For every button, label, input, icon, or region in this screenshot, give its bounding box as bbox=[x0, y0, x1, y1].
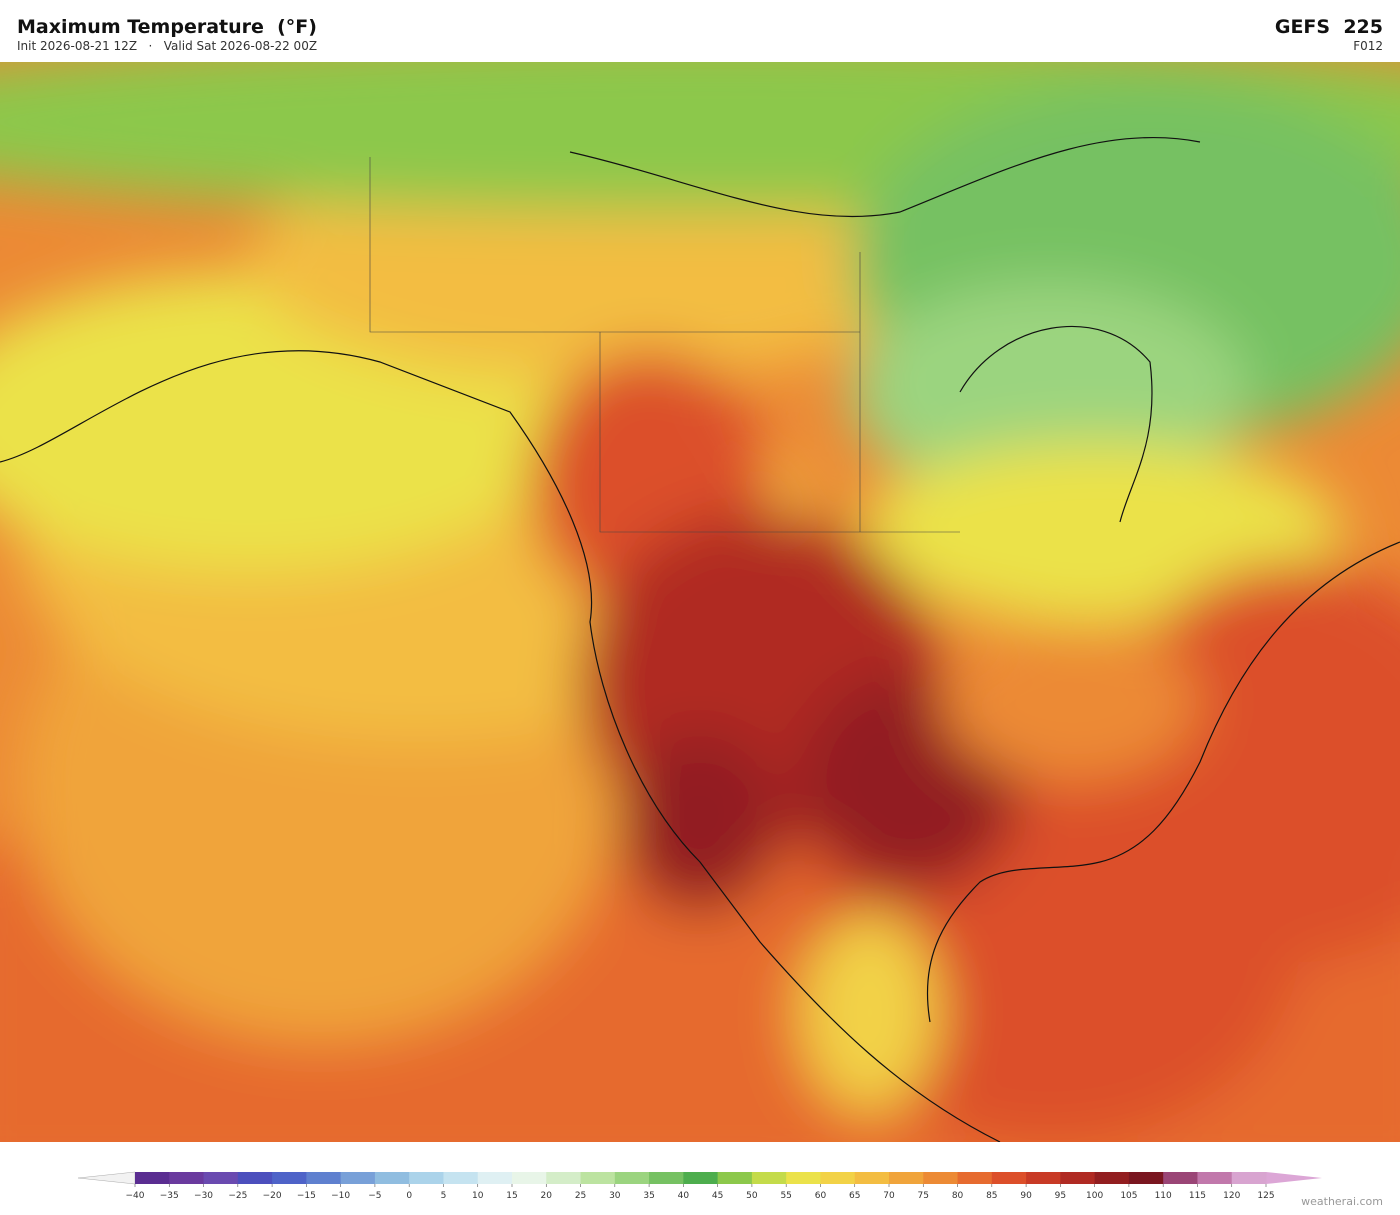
tick-label: 120 bbox=[1223, 1191, 1240, 1201]
colorbar-over bbox=[1266, 1172, 1322, 1184]
tick-label: −40 bbox=[126, 1191, 145, 1201]
valid-time: Valid Sat 2026-08-22 00Z bbox=[163, 39, 318, 53]
tick-label: −10 bbox=[331, 1191, 350, 1201]
coastline bbox=[0, 136, 1400, 1142]
colorbar-bin bbox=[1060, 1172, 1096, 1184]
colorbar-bin bbox=[751, 1172, 787, 1184]
model: GEFS 225 bbox=[1274, 16, 1383, 38]
colorbar-bin bbox=[306, 1172, 342, 1184]
title: Maximum Temperature (°F) bbox=[17, 16, 317, 38]
colorbar-bin bbox=[546, 1172, 582, 1184]
colorbar-under bbox=[77, 1171, 136, 1185]
colorbar-bin bbox=[374, 1172, 410, 1184]
colorbar-bin bbox=[854, 1172, 890, 1184]
colorbar-bin bbox=[889, 1172, 924, 1184]
tick-label: 115 bbox=[1189, 1191, 1206, 1201]
colorbar-bin bbox=[820, 1172, 856, 1184]
colorbar-bin bbox=[1128, 1172, 1164, 1184]
tick-label: 35 bbox=[643, 1191, 654, 1201]
colorbar-bin bbox=[786, 1172, 821, 1184]
tick-label: 125 bbox=[1257, 1191, 1274, 1201]
colorbar-bin bbox=[477, 1172, 513, 1184]
colorbar-bin bbox=[443, 1172, 479, 1184]
tick-label: 45 bbox=[712, 1191, 723, 1201]
colorbar-bin bbox=[272, 1172, 307, 1184]
tick-label: 10 bbox=[472, 1191, 484, 1201]
tick-label: 15 bbox=[506, 1191, 517, 1201]
tick-label: 50 bbox=[746, 1191, 758, 1201]
tick-label: −25 bbox=[228, 1191, 247, 1201]
separator: · bbox=[148, 39, 153, 53]
init-time: Init 2026-08-21 12Z bbox=[17, 39, 138, 53]
colorbar: −40 −35 −30 −25 −20 −15 −10 −5 0 5 10 15 20 25 30 35 40 4… bbox=[77, 1171, 1383, 1208]
colorbar-bin bbox=[717, 1172, 753, 1184]
colorbar-bin bbox=[923, 1172, 959, 1184]
header: Maximum Temperature (°F) Init 2026-08-21… bbox=[0, 0, 1400, 62]
tick-label: −15 bbox=[297, 1191, 316, 1201]
tick-label: 70 bbox=[883, 1191, 895, 1201]
boundaries bbox=[369, 157, 960, 533]
colorbar-bin bbox=[991, 1172, 1027, 1184]
tick-label: −5 bbox=[368, 1191, 381, 1201]
tick-label: 105 bbox=[1120, 1191, 1137, 1201]
colorbar-bin bbox=[614, 1172, 650, 1184]
tick-label: 100 bbox=[1086, 1191, 1103, 1201]
colorbar-bin bbox=[203, 1172, 239, 1184]
colorbar-bin bbox=[683, 1172, 719, 1184]
subtitle: Init 2026-08-21 12Z · Valid Sat 2026-08-… bbox=[17, 39, 317, 53]
colorbar-bin bbox=[409, 1172, 444, 1184]
tick-label: 20 bbox=[541, 1191, 553, 1201]
forecast-hour: F012 bbox=[1353, 39, 1383, 53]
colorbar-bin bbox=[957, 1172, 993, 1184]
colorbar-bin bbox=[340, 1172, 376, 1184]
colorbar-bin bbox=[1163, 1172, 1198, 1184]
colorbar-bin bbox=[169, 1172, 205, 1184]
tick-label: 5 bbox=[441, 1191, 447, 1201]
tick-label: 25 bbox=[575, 1191, 586, 1201]
tick-label: 40 bbox=[678, 1191, 690, 1201]
watermark: weatherai.com bbox=[1301, 1195, 1383, 1208]
tick-label: 30 bbox=[609, 1191, 621, 1201]
colorbar-bin bbox=[512, 1172, 547, 1184]
tick-label: 65 bbox=[849, 1191, 860, 1201]
tick-label: −20 bbox=[263, 1191, 282, 1201]
tick-label: 55 bbox=[780, 1191, 791, 1201]
tick-label: 75 bbox=[918, 1191, 929, 1201]
colorbar-bin bbox=[649, 1172, 684, 1184]
colorbar-bin bbox=[1231, 1172, 1267, 1184]
colorbar-bin bbox=[1094, 1172, 1130, 1184]
colorbar-bin bbox=[1197, 1172, 1233, 1184]
tick-label: 0 bbox=[406, 1191, 412, 1201]
tick-label: 85 bbox=[986, 1191, 997, 1201]
temperature-field bbox=[0, 62, 1400, 1142]
tick-label: −30 bbox=[194, 1191, 213, 1201]
tick-label: 80 bbox=[952, 1191, 964, 1201]
colorbar-bin bbox=[135, 1172, 170, 1184]
map bbox=[0, 62, 1400, 1142]
tick-label: 110 bbox=[1155, 1191, 1172, 1201]
tick-label: 90 bbox=[1020, 1191, 1032, 1201]
tick-label: 95 bbox=[1055, 1191, 1066, 1201]
tick-label: 60 bbox=[815, 1191, 827, 1201]
colorbar-bin bbox=[237, 1172, 273, 1184]
colorbar-bin bbox=[1026, 1172, 1061, 1184]
colorbar-bin bbox=[580, 1172, 616, 1184]
tick-label: −35 bbox=[160, 1191, 179, 1201]
